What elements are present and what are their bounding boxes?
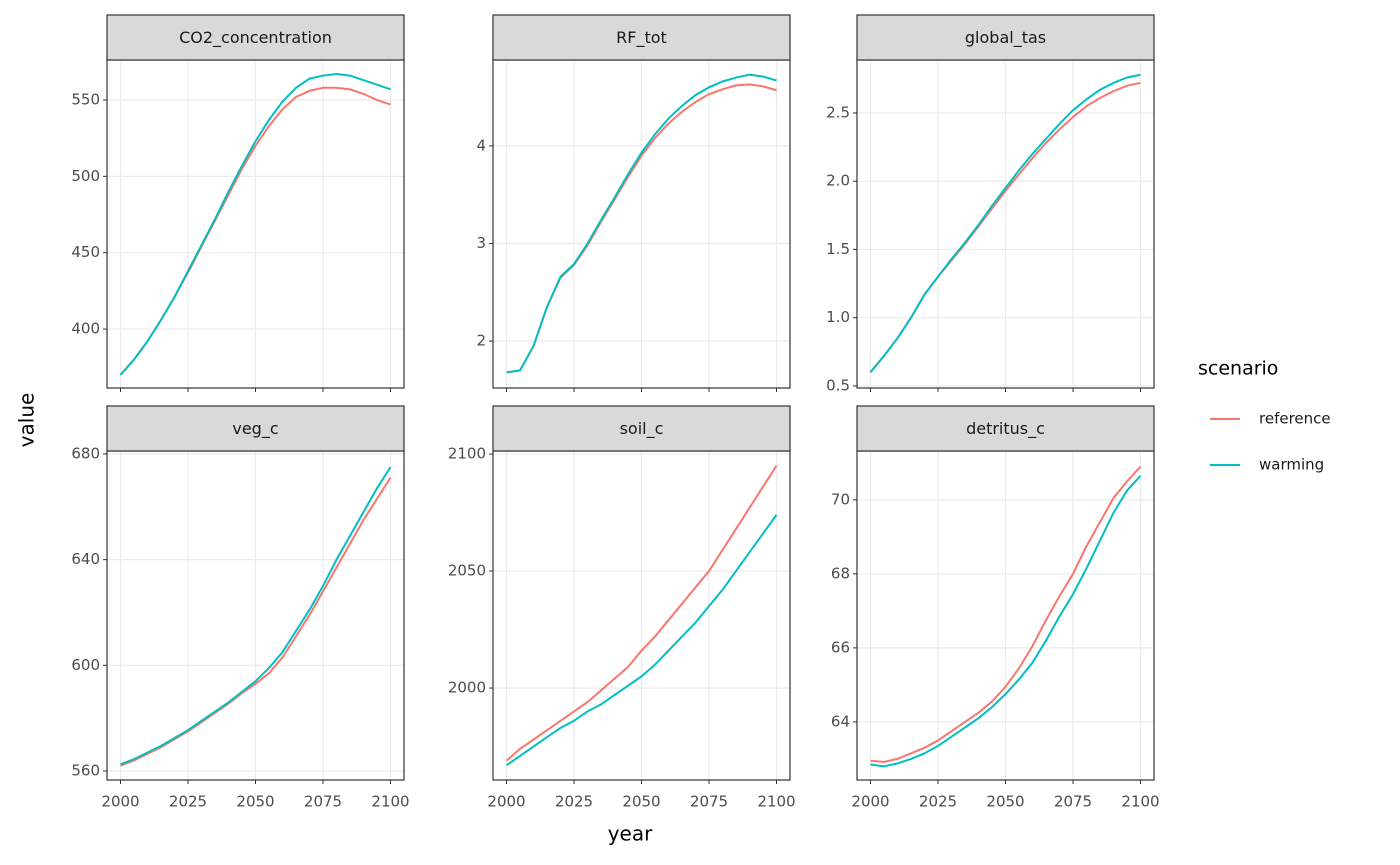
data-line — [869, 73, 1141, 373]
y-tick-label: 2100 — [448, 445, 486, 463]
x-tick-label: 2025 — [169, 793, 207, 811]
data-line — [870, 465, 1142, 763]
y-tick-label: 2 — [476, 332, 486, 350]
y-tick-label: 2050 — [448, 562, 486, 580]
x-tick-label: 2025 — [919, 793, 957, 811]
x-tick-label: 2050 — [236, 793, 274, 811]
y-tick-label: 0.5 — [826, 376, 850, 394]
strip-label: global_tas — [965, 28, 1046, 48]
x-tick-label: 2075 — [690, 793, 728, 811]
x-tick-label: 2100 — [371, 793, 409, 811]
x-tick-label: 2000 — [487, 793, 525, 811]
y-tick-label: 2.0 — [826, 172, 850, 190]
y-tick-label: 450 — [71, 243, 100, 261]
y-tick-label: 640 — [71, 550, 100, 568]
data-line — [505, 465, 778, 762]
strip — [856, 14, 1155, 61]
data-line — [120, 477, 392, 767]
strip — [492, 405, 791, 452]
y-tick-label: 500 — [71, 167, 100, 185]
y-tick-label: 4 — [476, 136, 486, 154]
y-tick-label: 1.5 — [826, 240, 850, 258]
y-tick-label: 1.0 — [826, 308, 850, 326]
y-tick-label: 70 — [831, 490, 850, 508]
x-tick-label: 2100 — [757, 793, 795, 811]
strip-label: CO2_concentration — [179, 28, 332, 48]
legend-label: warming — [1259, 456, 1324, 474]
y-axis-title: value — [15, 393, 39, 448]
x-tick-label: 2075 — [1054, 793, 1092, 811]
strip — [106, 14, 405, 61]
x-tick-label: 2050 — [622, 793, 660, 811]
strip-label: RF_tot — [616, 28, 667, 48]
legend-title: scenario — [1198, 358, 1278, 380]
data-line — [505, 514, 778, 767]
strip-label: soil_c — [620, 419, 664, 439]
strip-label: detritus_c — [966, 419, 1045, 439]
y-tick-label: 3 — [476, 234, 486, 252]
y-tick-label: 600 — [71, 656, 100, 674]
y-tick-label: 2000 — [448, 679, 486, 697]
y-tick-label: 64 — [831, 712, 850, 730]
x-tick-label: 2075 — [304, 793, 342, 811]
y-tick-label: 680 — [71, 444, 100, 462]
x-tick-label: 2050 — [986, 793, 1024, 811]
x-tick-label: 2000 — [101, 793, 139, 811]
data-line — [119, 73, 391, 376]
y-tick-label: 400 — [71, 320, 100, 338]
strip — [106, 405, 405, 452]
data-line — [506, 73, 777, 374]
strip-label: veg_c — [232, 419, 278, 439]
y-tick-label: 66 — [831, 638, 850, 656]
x-tick-label: 2025 — [555, 793, 593, 811]
strip — [492, 14, 791, 61]
y-tick-label: 550 — [71, 91, 100, 109]
x-tick-label: 2100 — [1121, 793, 1159, 811]
x-axis-title: year — [608, 822, 653, 846]
strip — [856, 405, 1155, 452]
data-line — [870, 475, 1142, 768]
y-tick-label: 2.5 — [826, 103, 850, 121]
legend-label: reference — [1259, 410, 1331, 428]
y-tick-label: 68 — [831, 564, 850, 582]
x-tick-label: 2000 — [851, 793, 889, 811]
data-line — [120, 466, 392, 766]
y-tick-label: 560 — [71, 762, 100, 780]
